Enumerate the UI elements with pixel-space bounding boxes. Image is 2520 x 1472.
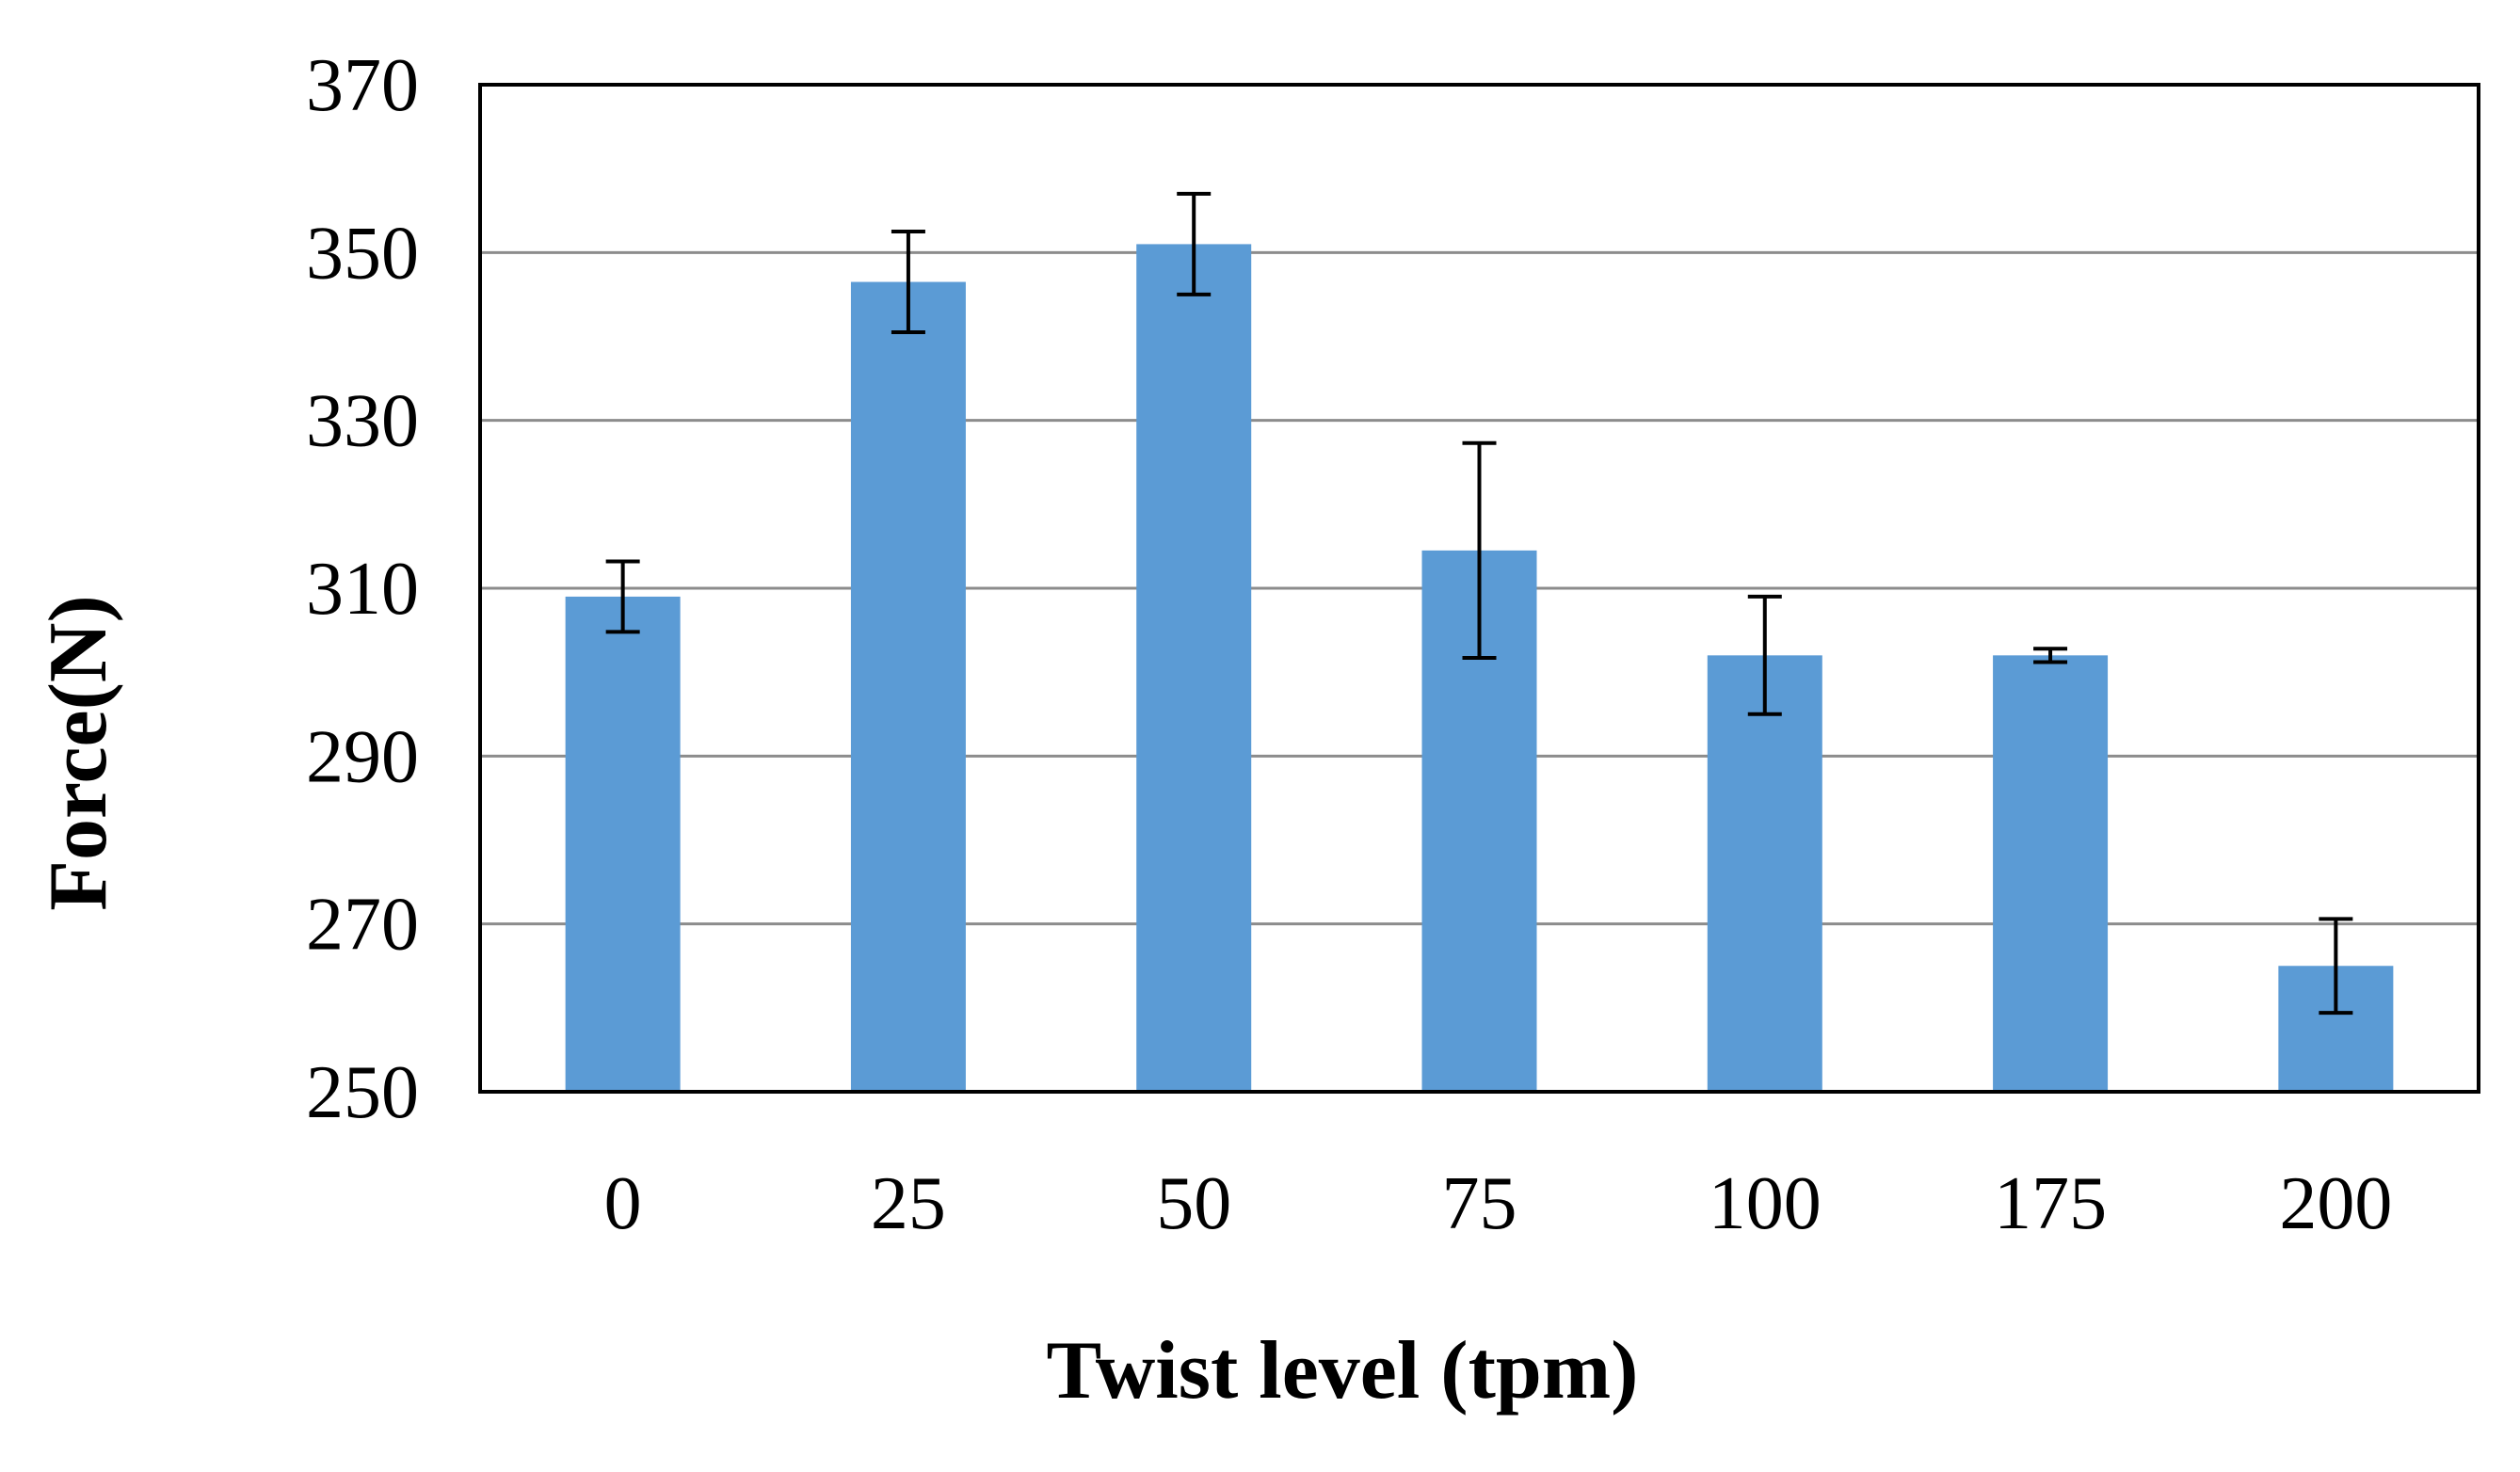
- y-tick-label: 270: [306, 884, 419, 967]
- y-tick-label: 310: [306, 548, 419, 631]
- bar-25: [850, 281, 966, 1093]
- y-tick-label: 290: [306, 715, 419, 798]
- y-tick-label: 350: [306, 212, 419, 295]
- bar-0: [565, 596, 681, 1092]
- y-tick-label: 370: [306, 44, 419, 127]
- x-tick-label: 25: [871, 1162, 946, 1245]
- bar-50: [1136, 244, 1252, 1093]
- error-bars: [605, 191, 2353, 1016]
- bar-175: [1993, 655, 2109, 1092]
- plot-frame: [478, 83, 2480, 1094]
- x-tick-label: 175: [1994, 1162, 2107, 1245]
- x-tick-label: 50: [1156, 1162, 1231, 1245]
- bar-100: [1707, 655, 1822, 1092]
- y-axis-title: Force(N): [33, 595, 124, 911]
- x-tick-label: 0: [604, 1162, 642, 1245]
- x-tick-label: 100: [1709, 1162, 1822, 1245]
- error-bar-175: [2033, 647, 2068, 664]
- x-tick-labels: 0 25 50 75 100 175 200: [604, 1162, 2393, 1245]
- error-bar-25: [891, 230, 925, 335]
- x-tick-label: 75: [1442, 1162, 1517, 1245]
- error-bar-50: [1177, 191, 1212, 296]
- error-bar-200: [2319, 917, 2353, 1016]
- error-bar-0: [605, 559, 640, 634]
- error-bar-75: [1462, 440, 1497, 661]
- y-tick-label: 330: [306, 380, 419, 463]
- y-tick-labels: 250 270 290 310 330 350 370: [306, 44, 419, 1134]
- x-tick-label: 200: [2279, 1162, 2392, 1245]
- y-tick-label: 250: [306, 1051, 419, 1134]
- bars: [565, 244, 2394, 1093]
- x-axis-title: Twist level (tpm): [1047, 1325, 1639, 1416]
- error-bar-100: [1747, 594, 1782, 716]
